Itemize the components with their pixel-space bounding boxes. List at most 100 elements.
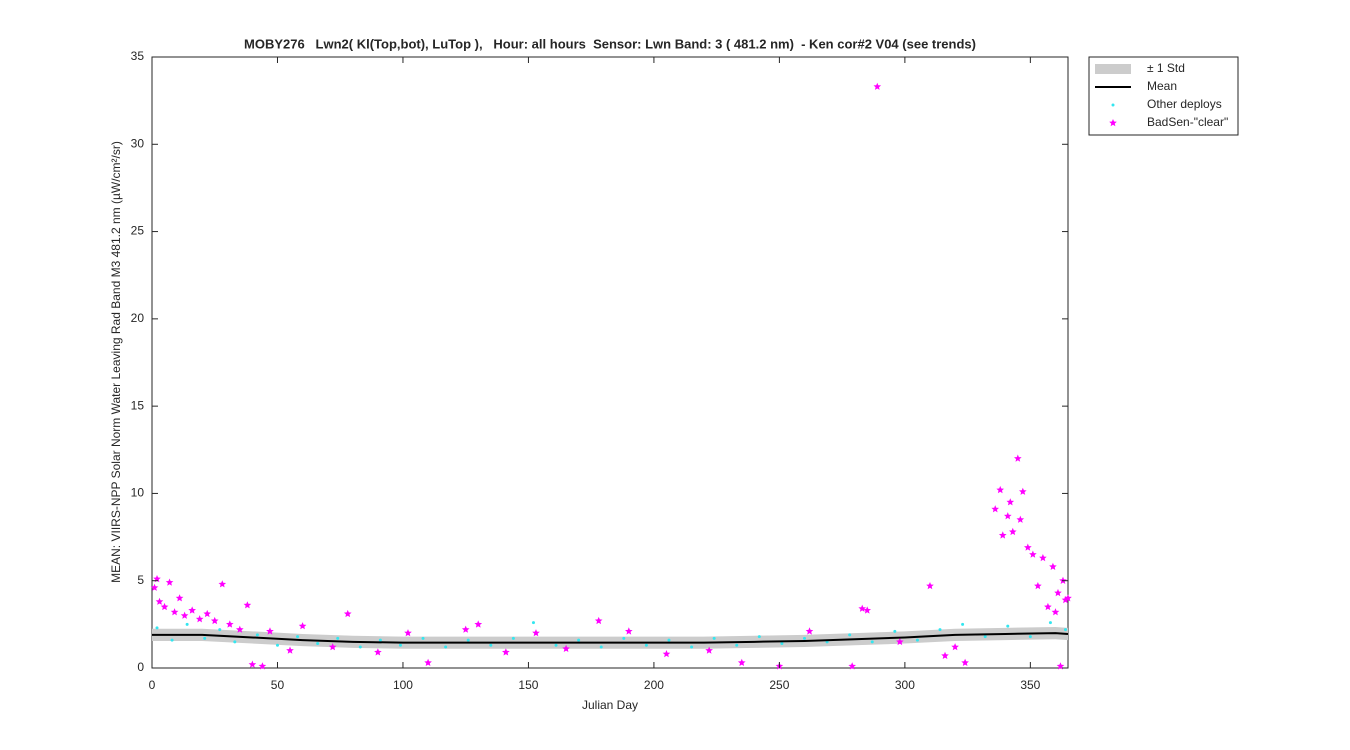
star-point [150, 583, 159, 591]
point [870, 640, 874, 644]
legend-swatch [1095, 64, 1131, 74]
star-point [961, 658, 969, 666]
point [489, 643, 493, 647]
star-point [1024, 543, 1032, 551]
star-point [165, 578, 174, 586]
star-point [1029, 550, 1037, 558]
star-point [218, 580, 227, 588]
point [511, 636, 515, 640]
star-point [195, 615, 204, 623]
star-point [1034, 582, 1042, 590]
legend-label: Mean [1147, 79, 1177, 93]
star-point [991, 505, 999, 513]
star-point [941, 651, 949, 659]
star-point [1044, 602, 1052, 611]
point [398, 643, 402, 647]
point [155, 626, 159, 630]
star-point [562, 644, 570, 652]
point [780, 642, 784, 646]
star-point [180, 611, 189, 619]
star-point [210, 616, 219, 625]
y-tick-label: 35 [131, 49, 145, 63]
star-point [1016, 515, 1025, 523]
star-point [1064, 594, 1072, 602]
point [316, 642, 320, 646]
x-tick-label: 50 [271, 678, 285, 692]
y-axis-label: MEAN: VIIRS-NPP Solar Norm Water Leaving… [109, 141, 123, 583]
star-point [873, 82, 882, 90]
star-point [1061, 595, 1070, 604]
x-tick-label: 0 [149, 678, 156, 692]
point [961, 622, 965, 626]
star-point [996, 485, 1004, 494]
plot-area [151, 56, 1069, 669]
star-point [203, 609, 211, 618]
plot [150, 82, 1072, 670]
star-point [1009, 527, 1017, 536]
legend: ± 1 Std Mean Other deploys BadSen-"clear" [1088, 56, 1239, 136]
star-point [1019, 487, 1027, 495]
point [757, 635, 761, 639]
legend-swatch [1109, 119, 1117, 127]
point [848, 633, 852, 637]
star-point [404, 629, 412, 637]
point [983, 635, 987, 639]
point [203, 636, 207, 640]
star-point [951, 643, 959, 651]
star-point [1056, 662, 1065, 670]
y-tick-label: 5 [137, 573, 144, 587]
point [735, 643, 739, 647]
point [233, 640, 237, 644]
point [915, 638, 919, 642]
star-point [170, 608, 179, 616]
point [336, 636, 340, 640]
star-point [1006, 498, 1015, 506]
point [218, 628, 222, 632]
point [577, 638, 581, 642]
point [1063, 628, 1067, 632]
point [466, 638, 470, 642]
x-tick-label: 300 [895, 678, 915, 692]
star-point [155, 597, 164, 605]
star-point [236, 625, 244, 633]
point [378, 638, 382, 642]
point [358, 645, 362, 649]
point [275, 643, 279, 647]
point [255, 633, 259, 637]
y-tick-label: 15 [131, 398, 145, 412]
star-point [1051, 608, 1060, 616]
star-point [1039, 554, 1047, 562]
legend-label: BadSen-"clear" [1147, 115, 1228, 129]
star-point [896, 637, 904, 646]
star-point [461, 625, 470, 633]
star-point [737, 658, 746, 666]
point [667, 638, 671, 642]
x-tick-label: 250 [769, 678, 789, 692]
point [554, 643, 558, 647]
star-point [532, 629, 540, 637]
star-point [258, 662, 267, 670]
star-point [1049, 562, 1057, 570]
star-point [343, 609, 352, 618]
star-point [424, 658, 432, 666]
point [938, 628, 942, 632]
star-point [286, 646, 294, 654]
star-point [243, 601, 252, 609]
star-point [248, 660, 257, 668]
star-point [502, 648, 510, 656]
y-tick-label: 0 [137, 660, 144, 674]
point [690, 645, 694, 649]
star-point [662, 650, 671, 658]
star-point [805, 627, 814, 635]
point [599, 645, 603, 649]
star-point [474, 620, 483, 628]
star-point [226, 620, 234, 628]
star-point [863, 606, 871, 614]
point [802, 636, 806, 640]
legend-swatch [1111, 103, 1115, 107]
star-point [705, 646, 713, 654]
star-point [160, 602, 169, 611]
star-point [1014, 454, 1022, 462]
y-tick-label: 25 [131, 224, 145, 238]
